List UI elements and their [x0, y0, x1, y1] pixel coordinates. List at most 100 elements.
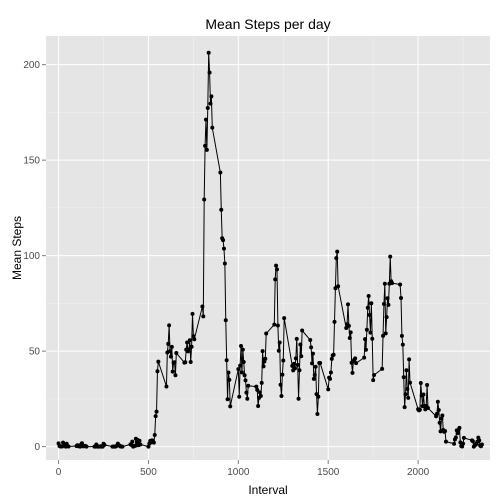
data-point [326, 387, 331, 392]
y-tick-label: 200 [23, 60, 40, 71]
data-point [201, 314, 206, 319]
data-point [243, 378, 248, 383]
y-tick-label: 100 [23, 251, 40, 262]
y-tick-label: 150 [23, 156, 40, 167]
data-point [276, 348, 281, 353]
data-point [242, 373, 247, 378]
data-point [461, 435, 466, 440]
data-point [207, 70, 212, 75]
data-point [371, 378, 376, 383]
x-tick-label: 1000 [227, 467, 250, 478]
data-point [192, 337, 197, 342]
data-point [241, 360, 246, 365]
data-point [316, 394, 321, 399]
data-point [275, 323, 280, 328]
data-point [362, 355, 367, 360]
data-point [400, 342, 405, 347]
data-point [435, 399, 440, 404]
data-point [300, 328, 305, 333]
data-point [274, 263, 279, 268]
data-point [259, 380, 264, 385]
data-point [328, 376, 333, 381]
data-point [226, 370, 231, 375]
data-point [223, 318, 228, 323]
data-point [309, 345, 314, 350]
x-tick-label: 2000 [407, 467, 430, 478]
data-point [381, 333, 386, 338]
data-point [167, 323, 172, 328]
data-point [258, 394, 263, 399]
data-point [154, 409, 159, 414]
data-point [294, 336, 299, 341]
data-point [310, 361, 315, 366]
data-point [421, 392, 426, 397]
data-point [239, 370, 244, 375]
data-point [299, 354, 304, 359]
data-point [237, 394, 242, 399]
data-point [407, 357, 412, 362]
data-point [363, 347, 368, 352]
data-point [350, 370, 355, 375]
data-point [434, 411, 439, 416]
data-point [183, 360, 188, 365]
data-point [221, 246, 226, 251]
y-tick-label: 0 [34, 442, 40, 453]
data-point [240, 347, 245, 352]
data-point [254, 384, 259, 389]
data-point [382, 281, 387, 286]
data-point [238, 363, 243, 368]
data-point [363, 337, 368, 342]
data-point [354, 361, 359, 366]
data-point [188, 360, 193, 365]
data-point [292, 361, 297, 366]
data-point [277, 340, 282, 345]
y-tick-label: 50 [29, 347, 41, 358]
data-point [347, 335, 352, 340]
data-point [274, 267, 279, 272]
data-point [331, 352, 336, 357]
data-point [404, 368, 409, 373]
data-point [261, 364, 266, 369]
data-point [369, 301, 374, 306]
data-point [282, 316, 287, 321]
data-point [368, 330, 373, 335]
data-point [222, 261, 227, 266]
data-point [335, 249, 340, 254]
data-point [169, 344, 174, 349]
data-point [366, 293, 371, 298]
data-point [204, 147, 209, 152]
data-point [203, 143, 208, 148]
data-point [185, 340, 190, 345]
data-point [245, 396, 250, 401]
data-point [138, 442, 143, 447]
x-axis-ticks: 0 500 1000 1500 2000 [56, 460, 430, 478]
data-point [174, 351, 179, 356]
data-point [457, 425, 462, 430]
data-point [308, 338, 313, 343]
data-point [381, 301, 386, 306]
data-point [146, 444, 151, 449]
data-point [443, 429, 448, 434]
data-point [470, 439, 475, 444]
data-point [278, 382, 283, 387]
data-point [312, 373, 317, 378]
data-point [257, 390, 262, 395]
data-point [246, 383, 251, 388]
data-point [346, 323, 351, 328]
plot-panel [46, 36, 490, 460]
data-point [218, 170, 223, 175]
data-point [384, 315, 389, 320]
data-point [272, 322, 277, 327]
data-point [399, 296, 404, 301]
data-point [206, 50, 211, 55]
data-point [336, 284, 341, 289]
data-point [264, 331, 269, 336]
data-point [191, 334, 196, 339]
data-point [189, 344, 194, 349]
data-point [203, 117, 208, 122]
data-point [329, 356, 334, 361]
data-point [168, 349, 173, 354]
data-point [155, 369, 160, 374]
x-axis-label: Interval [248, 483, 287, 497]
data-point [353, 356, 358, 361]
